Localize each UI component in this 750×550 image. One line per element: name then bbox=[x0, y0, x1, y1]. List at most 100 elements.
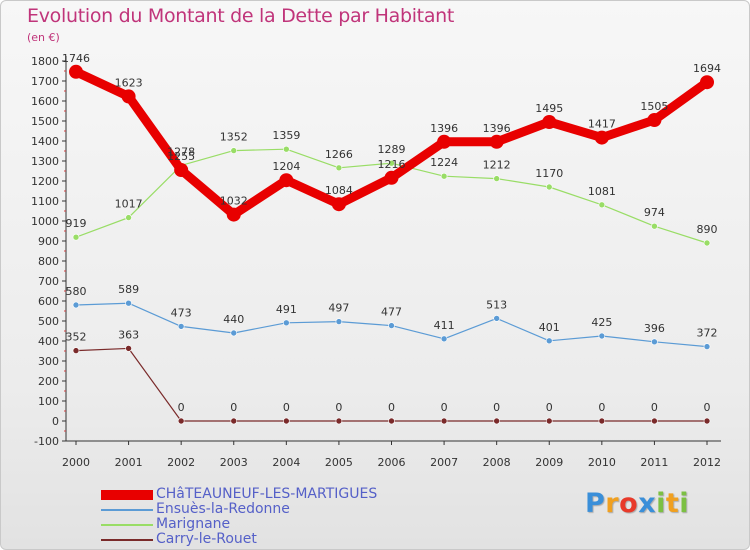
x-tick-label: 2007 bbox=[430, 456, 458, 469]
data-point bbox=[388, 159, 395, 167]
data-point bbox=[177, 417, 185, 425]
data-point bbox=[283, 417, 290, 425]
data-label: 1417 bbox=[588, 118, 616, 131]
data-label: 1084 bbox=[325, 184, 353, 197]
data-label: 425 bbox=[591, 316, 612, 329]
data-point bbox=[440, 417, 448, 425]
data-label: 372 bbox=[697, 327, 718, 340]
data-label: 491 bbox=[276, 303, 297, 316]
x-tick-label: 2002 bbox=[167, 456, 195, 469]
data-label: 1352 bbox=[220, 131, 248, 144]
data-label: 0 bbox=[651, 401, 658, 414]
data-label: 1623 bbox=[115, 76, 143, 89]
chart-title: Evolution du Montant de la Dette par Hab… bbox=[27, 5, 455, 27]
x-tick-label: 2005 bbox=[325, 456, 353, 469]
x-tick-label: 2008 bbox=[483, 456, 511, 469]
data-point bbox=[703, 239, 711, 247]
data-point bbox=[226, 207, 241, 222]
data-point bbox=[283, 319, 290, 327]
data-point bbox=[283, 145, 290, 153]
legend-label: Ensuès-la-Redonne bbox=[156, 501, 290, 517]
data-point bbox=[437, 134, 452, 149]
data-point bbox=[72, 347, 80, 354]
data-label: 363 bbox=[118, 328, 139, 341]
data-point bbox=[651, 222, 658, 230]
data-point bbox=[703, 343, 711, 350]
data-point bbox=[335, 164, 343, 172]
data-point bbox=[388, 322, 395, 329]
data-point bbox=[72, 301, 80, 309]
y-tick-label: 500 bbox=[38, 315, 59, 328]
data-point bbox=[384, 170, 399, 185]
proxiti-logo: Proxiti bbox=[585, 488, 690, 519]
data-label: 1278 bbox=[167, 145, 195, 158]
data-label: 974 bbox=[644, 206, 665, 219]
y-tick-label: 100 bbox=[38, 395, 59, 408]
data-label: 0 bbox=[335, 401, 342, 414]
data-point bbox=[594, 130, 609, 145]
data-label: 513 bbox=[486, 298, 507, 311]
data-point bbox=[72, 233, 80, 241]
data-point bbox=[230, 329, 238, 337]
chart-subtitle: (en €) bbox=[27, 31, 60, 44]
data-label: 401 bbox=[539, 321, 560, 334]
data-label: 0 bbox=[441, 401, 448, 414]
data-label: 396 bbox=[644, 322, 665, 335]
data-point bbox=[545, 183, 553, 191]
data-label: 1505 bbox=[640, 100, 668, 113]
data-label: 1032 bbox=[220, 195, 248, 208]
data-point bbox=[230, 147, 238, 154]
data-point bbox=[125, 299, 132, 307]
data-label: 0 bbox=[598, 401, 605, 414]
data-point bbox=[125, 345, 132, 352]
y-tick-label: 800 bbox=[38, 255, 59, 268]
data-point bbox=[335, 318, 343, 325]
data-label: 1359 bbox=[272, 129, 300, 142]
data-label: 0 bbox=[546, 401, 553, 414]
y-tick-label: 1300 bbox=[31, 155, 59, 168]
data-label: 1266 bbox=[325, 148, 353, 161]
x-tick-label: 2010 bbox=[588, 456, 616, 469]
data-point bbox=[493, 175, 500, 182]
data-label: 473 bbox=[171, 306, 192, 319]
data-label: 1694 bbox=[693, 62, 721, 75]
y-tick-label: 1100 bbox=[31, 195, 59, 208]
data-label: 0 bbox=[178, 401, 185, 414]
x-tick-label: 2004 bbox=[272, 456, 300, 469]
data-point bbox=[230, 417, 238, 425]
data-point bbox=[545, 337, 553, 345]
data-label: 1255 bbox=[167, 150, 195, 163]
data-label: 1396 bbox=[430, 122, 458, 135]
x-tick-label: 2000 bbox=[62, 456, 90, 469]
y-tick-label: 300 bbox=[38, 355, 59, 368]
x-tick-label: 2001 bbox=[115, 456, 143, 469]
data-point bbox=[440, 335, 448, 343]
data-point bbox=[647, 113, 662, 127]
x-tick-label: 2006 bbox=[378, 456, 406, 469]
data-label: 919 bbox=[66, 217, 87, 230]
data-point bbox=[651, 417, 658, 425]
data-point bbox=[125, 214, 132, 221]
data-label: 580 bbox=[66, 285, 87, 298]
data-point bbox=[69, 64, 83, 79]
data-label: 411 bbox=[434, 319, 455, 332]
data-label: 0 bbox=[283, 401, 290, 414]
legend-swatch bbox=[101, 509, 153, 511]
data-point bbox=[545, 417, 553, 425]
legend-label: Marignane bbox=[156, 516, 231, 532]
data-label: 1495 bbox=[535, 102, 563, 115]
data-label: 0 bbox=[388, 401, 395, 414]
data-label: 477 bbox=[381, 306, 402, 319]
data-point bbox=[331, 197, 346, 212]
legend-label: CHâTEAUNEUF-LES-MARTIGUES bbox=[156, 486, 378, 502]
data-point bbox=[651, 338, 658, 346]
y-tick-label: 1800 bbox=[31, 55, 59, 68]
legend-swatch bbox=[101, 524, 153, 526]
data-point bbox=[703, 417, 711, 425]
data-label: 440 bbox=[223, 313, 244, 326]
data-label: 1289 bbox=[378, 143, 406, 156]
data-point bbox=[177, 323, 185, 330]
y-tick-label: 400 bbox=[38, 335, 59, 348]
data-label: 0 bbox=[230, 401, 237, 414]
